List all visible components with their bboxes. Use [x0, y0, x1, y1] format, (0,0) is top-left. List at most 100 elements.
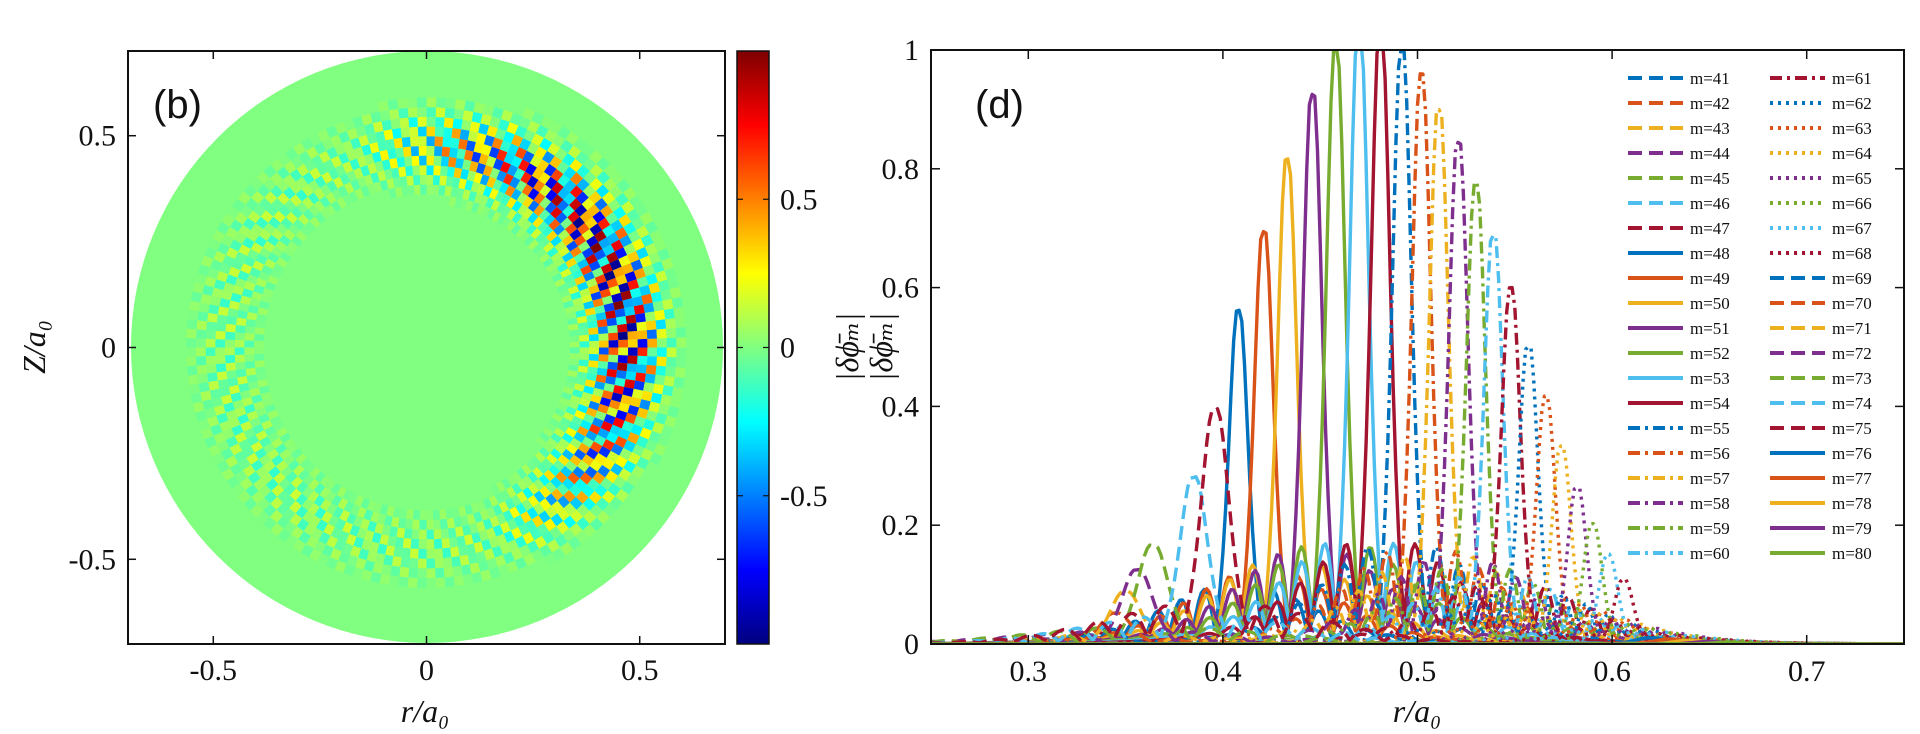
- mode-cell: [271, 228, 284, 241]
- mode-cell: [298, 531, 312, 545]
- mode-cell: [406, 97, 418, 108]
- mode-cell: [506, 474, 517, 487]
- mode-cell: [216, 314, 228, 324]
- mode-cell: [499, 542, 512, 555]
- mode-cell: [229, 462, 243, 476]
- mode-cell: [618, 282, 630, 293]
- mode-cell: [602, 439, 615, 451]
- mode-cell: [263, 164, 277, 179]
- colorbar: -0.500.5 |δϕ̄ₘ|: [736, 50, 865, 645]
- panel-d-ytick-label: 0.6: [882, 272, 920, 305]
- mode-cell: [346, 512, 357, 525]
- mode-cell: [614, 435, 628, 448]
- mode-cell: [234, 339, 245, 348]
- mode-cell: [525, 459, 538, 472]
- mode-cell: [450, 186, 459, 198]
- mode-cell: [558, 437, 570, 449]
- mode-cell: [350, 137, 362, 150]
- mode-cell: [230, 292, 242, 303]
- mode-cell: [553, 427, 566, 438]
- mode-cell: [313, 482, 326, 495]
- mode-cell: [205, 347, 216, 357]
- mode-cell: [417, 107, 427, 118]
- mode-cell: [554, 407, 566, 418]
- mode-cell: [338, 530, 350, 543]
- mode-cell: [660, 394, 672, 406]
- mode-cell: [553, 257, 566, 268]
- mode-cell: [637, 330, 648, 340]
- mode-cell: [612, 417, 625, 429]
- mode-cell: [221, 290, 233, 301]
- mode-cell: [331, 188, 343, 201]
- mode-cell: [562, 528, 576, 542]
- mode-cell: [250, 504, 264, 518]
- mode-cell: [592, 471, 606, 485]
- mode-cell: [369, 541, 380, 553]
- mode-cell: [603, 383, 615, 393]
- mode-cell: [330, 155, 343, 168]
- mode-cell: [243, 427, 256, 440]
- mode-cell: [560, 465, 573, 478]
- mode-cell: [482, 185, 493, 198]
- mode-cell: [671, 386, 684, 399]
- mode-cell: [419, 519, 427, 530]
- mode-cell: [636, 407, 649, 419]
- mode-cell: [435, 117, 445, 128]
- mode-cell: [419, 174, 427, 185]
- mode-cell: [566, 443, 578, 455]
- mode-cell: [208, 380, 220, 391]
- mode-cell: [390, 516, 400, 528]
- mode-cell: [269, 509, 283, 523]
- mode-cell: [283, 521, 297, 535]
- mode-cell: [234, 406, 247, 418]
- mode-cell: [590, 394, 602, 404]
- mode-cell: [377, 100, 389, 112]
- mode-cell: [407, 107, 418, 118]
- mode-cell: [574, 204, 588, 217]
- mode-cell: [242, 237, 255, 250]
- mode-cell: [569, 522, 583, 537]
- mode-cell: [391, 556, 402, 567]
- mode-cell: [426, 529, 435, 540]
- mode-cell: [623, 242, 636, 255]
- mode-cell: [387, 535, 397, 547]
- mode-cell: [538, 474, 551, 487]
- mode-cell: [234, 332, 245, 341]
- mode-cell: [616, 370, 627, 380]
- mode-cell: [255, 253, 268, 265]
- mode-cell: [440, 518, 448, 530]
- mode-cell: [575, 191, 589, 205]
- mode-cell: [465, 200, 474, 212]
- legend-label: m=41: [1690, 69, 1730, 88]
- mode-cell: [217, 379, 229, 389]
- mode-cell: [556, 160, 570, 174]
- mode-cell: [255, 430, 268, 442]
- mode-cell: [435, 107, 446, 118]
- mode-cell: [343, 563, 356, 577]
- mode-cell: [195, 410, 208, 422]
- mode-cell: [567, 400, 580, 410]
- mode-cell: [302, 474, 315, 487]
- mode-cell: [559, 397, 571, 407]
- mode-cell: [235, 361, 246, 371]
- mode-cell: [514, 556, 528, 570]
- mode-cell: [238, 457, 251, 471]
- mode-cell: [531, 243, 543, 255]
- mode-cell: [594, 484, 608, 498]
- mode-cell: [361, 539, 372, 551]
- mode-cell: [607, 198, 621, 212]
- mode-cell: [570, 291, 582, 301]
- mode-cell: [195, 338, 206, 348]
- mode-cell: [621, 420, 634, 433]
- mode-cell: [212, 230, 226, 243]
- mode-cell: [483, 134, 495, 147]
- panel-b-xtick-label: 0: [419, 654, 434, 687]
- mode-cell: [319, 196, 331, 208]
- mode-cell: [187, 374, 199, 386]
- mode-cell: [605, 211, 619, 225]
- mode-cell: [230, 392, 242, 403]
- mode-cell: [426, 107, 436, 118]
- mode-cell: [620, 481, 635, 495]
- mode-cell: [255, 366, 266, 375]
